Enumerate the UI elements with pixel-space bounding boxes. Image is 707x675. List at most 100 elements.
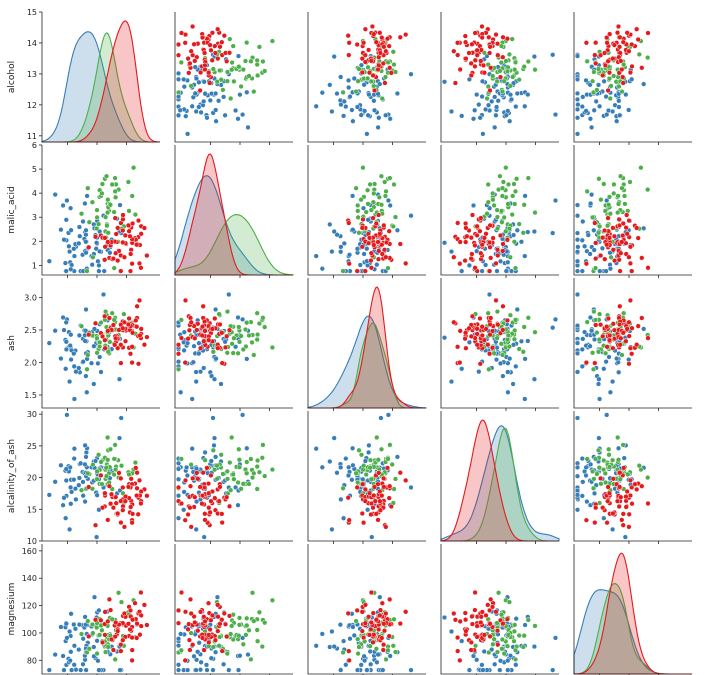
point-c2-2 [89, 621, 96, 628]
point-c1-50 [361, 82, 367, 88]
point-c0-43 [110, 505, 117, 511]
point-c2-38 [611, 190, 617, 197]
point-c1-69 [58, 227, 64, 233]
point-c2-10 [364, 75, 371, 82]
point-c2-3 [218, 452, 224, 458]
point-c0-26 [118, 342, 124, 348]
y-tick-label: 30 [27, 410, 37, 419]
point-c0-47 [105, 618, 111, 625]
point-c0-47 [105, 328, 111, 334]
point-c0-13 [381, 247, 388, 253]
point-c0-40 [194, 327, 200, 333]
point-c0-9 [113, 231, 119, 237]
point-c0-41 [500, 34, 506, 40]
point-c0-50 [209, 612, 216, 619]
point-c1-18 [193, 498, 200, 505]
point-c2-18 [525, 58, 531, 65]
point-c0-0 [92, 320, 99, 326]
axes-spine [174, 278, 293, 409]
point-c0-49 [377, 507, 384, 513]
point-c1-9 [181, 329, 187, 335]
point-c0-26 [617, 342, 623, 348]
point-c0-56 [600, 72, 606, 79]
point-c1-8 [196, 640, 202, 646]
point-c1-31 [175, 70, 182, 77]
point-c0-44 [138, 500, 144, 507]
point-c1-21 [178, 631, 184, 637]
point-c0-50 [209, 30, 216, 36]
point-c0-17 [226, 50, 233, 56]
point-c1-2 [616, 369, 622, 375]
point-c0-55 [462, 39, 469, 45]
point-c0-55 [462, 220, 469, 227]
point-c0-41 [617, 470, 623, 476]
point-c0-26 [362, 498, 368, 504]
point-c0-23 [102, 244, 108, 250]
point-c0-15 [504, 36, 511, 42]
point-c1-38 [71, 662, 77, 668]
point-c1-26 [574, 96, 581, 103]
point-c2-11 [214, 79, 220, 85]
point-c2-46 [236, 324, 242, 330]
point-c0-51 [359, 510, 365, 517]
point-c1-15 [67, 484, 74, 491]
point-c2-15 [513, 176, 520, 182]
point-c0-38 [128, 504, 134, 510]
point-c0-27 [487, 633, 493, 640]
point-c0-12 [457, 657, 463, 664]
point-c1-42 [68, 667, 75, 673]
point-c2-28 [235, 350, 241, 356]
point-c1-12 [579, 237, 585, 243]
point-c1-5 [338, 101, 344, 108]
point-c0-19 [462, 336, 468, 342]
point-c1-29 [374, 659, 380, 665]
point-c2-0 [511, 239, 518, 245]
point-c2-44 [595, 230, 602, 236]
point-c0-56 [370, 639, 376, 646]
point-c0-35 [387, 65, 393, 71]
point-c1-44 [472, 107, 478, 113]
point-c0-30 [127, 626, 133, 633]
point-c2-42 [385, 59, 391, 66]
point-c0-38 [469, 251, 475, 257]
point-c2-47 [85, 470, 91, 476]
point-c1-58 [222, 112, 228, 118]
point-c0-41 [500, 303, 506, 309]
point-c0-42 [144, 493, 150, 499]
point-c0-55 [129, 617, 136, 623]
point-c1-3 [213, 107, 219, 113]
point-c0-7 [592, 519, 598, 526]
point-c2-43 [109, 310, 115, 316]
point-c2-41 [78, 323, 85, 329]
point-c0-21 [472, 63, 478, 70]
point-c0-44 [368, 265, 375, 271]
point-c0-14 [212, 495, 218, 501]
point-c2-43 [621, 310, 627, 316]
point-c1-11 [175, 515, 182, 521]
point-c1-17 [327, 221, 333, 228]
point-c2-34 [494, 207, 500, 213]
point-c2-31 [256, 320, 263, 327]
point-c2-37 [229, 623, 235, 629]
point-c2-13 [248, 58, 254, 64]
point-c2-10 [364, 187, 371, 193]
point-c1-54 [117, 202, 123, 208]
point-c2-24 [497, 173, 503, 179]
point-c1-52 [574, 473, 581, 479]
point-c1-21 [319, 631, 325, 637]
point-c0-55 [462, 617, 469, 623]
point-c2-47 [619, 352, 625, 358]
point-c2-45 [94, 468, 100, 475]
point-c0-44 [178, 500, 185, 507]
point-c0-48 [486, 268, 493, 274]
point-c0-22 [129, 634, 135, 641]
point-c2-32 [506, 51, 513, 58]
point-c0-51 [115, 628, 121, 634]
point-c0-57 [134, 324, 140, 330]
point-c2-18 [387, 442, 393, 448]
point-c2-13 [112, 188, 118, 195]
point-c0-0 [452, 80, 459, 86]
point-c0-21 [377, 607, 384, 613]
y-tick-label: 160 [22, 547, 37, 556]
point-c2-28 [491, 350, 497, 356]
